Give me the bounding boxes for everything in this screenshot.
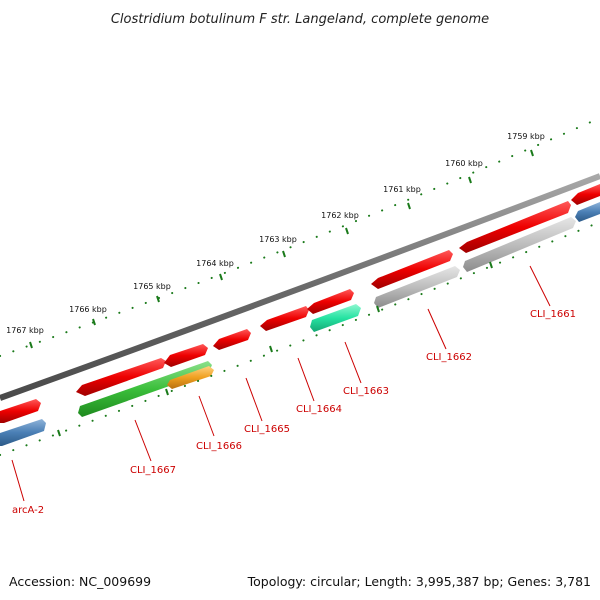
tick-label-1762: 1762 kbp (321, 211, 359, 220)
forward-gene[interactable] (571, 184, 600, 205)
reverse-gene-orange[interactable] (167, 366, 214, 389)
forward-gene[interactable] (459, 201, 571, 253)
gene-label-cli-1661[interactable]: CLI_1661 (530, 309, 576, 320)
tick-label-1767: 1767 kbp (6, 326, 44, 335)
tick-label-1763: 1763 kbp (259, 235, 297, 244)
outer-ruler (0, 117, 600, 357)
gene-label-cli-1667[interactable]: CLI_1667 (130, 465, 176, 476)
reverse-gene-blue[interactable] (575, 202, 600, 222)
tick-label-1759: 1759 kbp (507, 132, 545, 141)
forward-gene[interactable] (307, 289, 354, 314)
tick-label-1761: 1761 kbp (383, 185, 421, 194)
forward-gene[interactable] (371, 250, 453, 289)
forward-gene[interactable] (260, 306, 309, 331)
reverse-gene-green[interactable] (78, 361, 212, 417)
gene-label-cli-1662[interactable]: CLI_1662 (426, 352, 472, 363)
gene-label-cli-1663[interactable]: CLI_1663 (343, 386, 389, 397)
forward-gene[interactable] (0, 399, 41, 423)
map-title: Clostridium botulinum F str. Langeland, … (111, 12, 489, 27)
genome-backbone (0, 173, 600, 401)
topology-text: Topology: circular; Length: 3,995,387 bp… (247, 574, 591, 589)
inner-ruler (0, 221, 600, 456)
gene-callout-lines (11, 265, 551, 502)
reverse-gene-blue[interactable] (0, 419, 46, 446)
reverse-gene-gray[interactable] (374, 266, 460, 308)
forward-strand-genes (0, 184, 600, 423)
inner-ruler-major-ticks (57, 261, 493, 437)
gene-label-cli-1666[interactable]: CLI_1666 (196, 441, 242, 452)
accession-text: Accession: NC_009699 (9, 574, 151, 589)
tick-label-1765: 1765 kbp (133, 282, 171, 291)
reverse-strand-genes (0, 202, 600, 446)
tick-label-1766: 1766 kbp (69, 305, 107, 314)
reverse-gene-teal[interactable] (310, 304, 361, 332)
outer-ruler-major-ticks (29, 149, 534, 349)
forward-gene[interactable] (164, 344, 208, 367)
tick-label-1764: 1764 kbp (196, 259, 234, 268)
ruler-tick-labels: 1759 kbp 1760 kbp 1761 kbp 1762 kbp 1763… (6, 132, 545, 335)
tick-label-1760: 1760 kbp (445, 159, 483, 168)
inner-ruler-dots (0, 221, 600, 456)
forward-gene[interactable] (76, 358, 166, 396)
gene-label-cli-1664[interactable]: CLI_1664 (296, 404, 342, 415)
gene-label-cli-1665[interactable]: CLI_1665 (244, 424, 290, 435)
outer-ruler-dots (0, 117, 600, 357)
forward-gene[interactable] (213, 329, 251, 350)
gene-label-arca-2[interactable]: arcA-2 (12, 505, 44, 516)
gene-labels: CLI_1661 CLI_1662 CLI_1663 CLI_1664 CLI_… (12, 309, 576, 516)
reverse-gene-gray[interactable] (463, 217, 576, 272)
